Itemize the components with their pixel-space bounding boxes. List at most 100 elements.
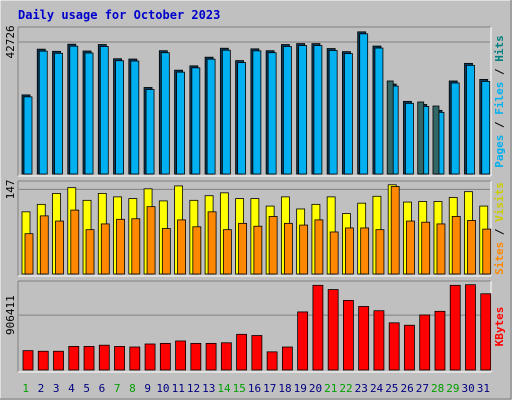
x-tick-label: 16 (248, 382, 261, 395)
kbytes-bar (220, 342, 232, 371)
kbytes-bar (419, 314, 431, 371)
sites-bar (85, 229, 95, 275)
visits-panel-legend: Sites / Visits (493, 182, 506, 275)
kbytes-bar (22, 350, 34, 371)
sites-bar (161, 228, 171, 275)
kbytes-bar (175, 340, 186, 371)
sites-bar (375, 229, 385, 275)
hits-bar (282, 46, 292, 175)
kbytes-bar (388, 322, 400, 371)
sites-bar (283, 222, 293, 275)
x-tick-label: 23 (355, 382, 368, 395)
sites-bar (238, 222, 248, 275)
pages-bar (386, 80, 394, 175)
visits-panel-legend-part: Sites (493, 242, 506, 275)
pages-bar (432, 105, 440, 175)
kbytes-bar (480, 293, 492, 371)
hits-bar (328, 50, 338, 175)
x-tick-label: 30 (461, 382, 474, 395)
kbytes-bar (190, 342, 202, 371)
chart-title: Daily usage for October 2023 (18, 8, 220, 22)
hits-bar (176, 71, 185, 175)
kbytes-bar (68, 346, 80, 371)
sites-bar (268, 216, 278, 275)
hits-bar (252, 50, 262, 175)
x-tick-label: 5 (83, 382, 90, 395)
hits-bar (466, 64, 475, 175)
hits-bar (206, 58, 216, 175)
kbytes-bar (297, 311, 309, 371)
sites-bar (177, 219, 186, 275)
x-tick-label: 24 (370, 382, 384, 395)
sites-bar (70, 209, 80, 275)
hits-bar (313, 45, 323, 175)
hits-bar (54, 52, 63, 175)
hits-bar (115, 60, 124, 175)
hits-panel (17, 26, 492, 177)
x-tick-label: 12 (187, 382, 200, 395)
sites-bar (146, 206, 156, 275)
sites-bar (192, 226, 202, 275)
kbytes-bar (98, 344, 110, 371)
hits-bar (405, 102, 414, 175)
hits-panel-legend: Pages / Files / Hits (493, 35, 506, 168)
visits-panel (17, 180, 492, 277)
x-tick-label: 22 (339, 382, 352, 395)
hits-bar (298, 45, 308, 175)
hits-bar (359, 33, 369, 175)
sites-bar (329, 231, 339, 275)
x-tick-label: 14 (217, 382, 231, 395)
x-tick-label: 3 (53, 382, 60, 395)
pages-bar (417, 101, 425, 175)
sites-bar (421, 221, 431, 275)
sites-bar (482, 228, 492, 275)
x-tick-label: 25 (385, 382, 398, 395)
sites-bar (390, 186, 400, 275)
kbytes-bar (281, 346, 293, 371)
kbytes-bar (205, 342, 217, 371)
kbytes-bar (373, 310, 385, 371)
sites-bar (467, 220, 476, 275)
sites-bar (314, 219, 324, 275)
x-tick-label: 19 (294, 382, 307, 395)
sites-bar (299, 224, 309, 275)
x-tick-label: 20 (309, 382, 322, 395)
hits-bar (160, 52, 170, 175)
hits-panel-legend-part: Files (493, 82, 506, 115)
sites-bar (100, 223, 110, 275)
hits-bar (374, 47, 384, 175)
x-tick-label: 10 (156, 382, 169, 395)
hits-bar (267, 52, 277, 175)
sites-bar (24, 233, 34, 275)
sites-bar (451, 216, 461, 275)
hits-bar (23, 96, 33, 175)
visits-panel-ymax-label: 147 (4, 179, 17, 199)
sites-bar (39, 215, 49, 275)
visits-panel-legend-part: / (493, 222, 506, 242)
x-tick-label: 26 (400, 382, 413, 395)
x-tick-label: 27 (416, 382, 429, 395)
hits-bar (99, 46, 109, 175)
kbytes-bar (53, 350, 64, 371)
kbytes-bar (266, 351, 278, 371)
kbytes-panel-ymax-label: 906411 (4, 295, 17, 335)
hits-bar (481, 81, 491, 175)
x-tick-label: 11 (172, 382, 185, 395)
sites-bar (131, 218, 141, 275)
sites-bar (207, 211, 217, 275)
kbytes-bar (312, 284, 324, 371)
hits-panel-legend-part: / (493, 115, 506, 135)
visits-panel-legend-part: Visits (493, 182, 506, 222)
kbytes-bar (449, 284, 461, 371)
hits-panel-ymax-label: 42726 (4, 25, 17, 58)
x-tick-label: 18 (278, 382, 291, 395)
hits-bar (130, 60, 140, 175)
kbytes-bar (404, 324, 415, 371)
hits-bar (237, 62, 247, 175)
x-tick-label: 2 (38, 382, 45, 395)
kbytes-bar (83, 346, 95, 371)
x-tick-label: 21 (324, 382, 337, 395)
kbytes-bar (129, 346, 141, 371)
kbytes-bar (159, 342, 171, 371)
kbytes-bar (236, 333, 248, 371)
